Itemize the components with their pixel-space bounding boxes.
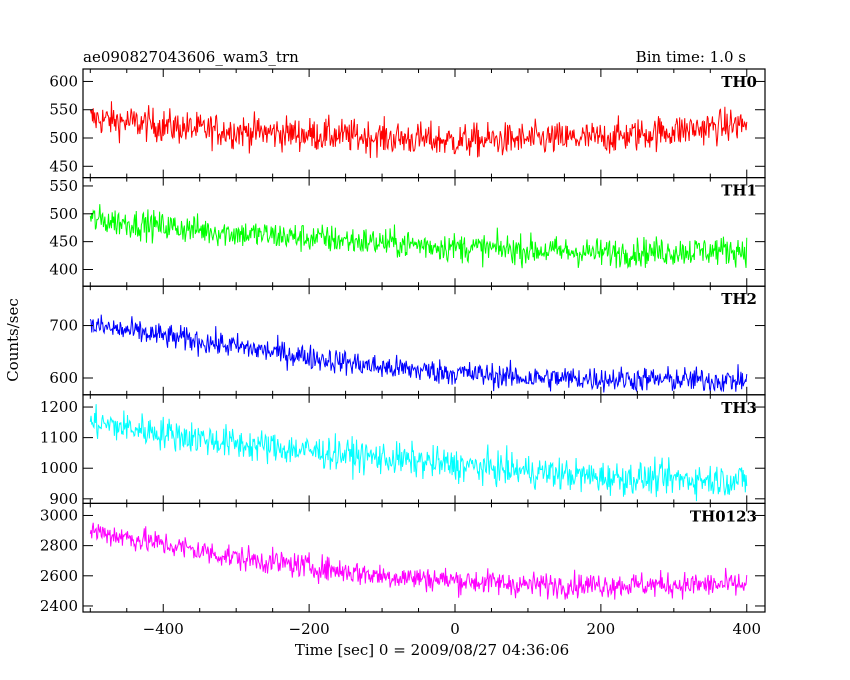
y-tick-label: 1200 bbox=[40, 398, 78, 416]
series-line-th3 bbox=[89, 404, 748, 502]
y-tick-label: 1100 bbox=[40, 429, 78, 447]
y-tick-label: 3000 bbox=[40, 506, 78, 524]
y-tick-label: 500 bbox=[49, 129, 78, 147]
y-axis-label: Counts/sec bbox=[4, 298, 22, 382]
x-tick-label: −200 bbox=[289, 620, 330, 638]
y-tick-label: 2800 bbox=[40, 537, 78, 555]
y-tick-label: 1000 bbox=[40, 459, 78, 477]
panel-frame bbox=[82, 502, 766, 613]
x-axis-label: Time [sec] 0 = 2009/08/27 04:36:06 bbox=[295, 641, 569, 659]
x-tick-label: 0 bbox=[450, 620, 460, 638]
series-line-th2 bbox=[89, 314, 748, 393]
panel-label-th3: TH3 bbox=[721, 399, 757, 417]
panel-frame bbox=[82, 394, 766, 504]
y-tick-label: 450 bbox=[49, 157, 78, 175]
y-tick-label: 700 bbox=[49, 317, 78, 335]
panel-label-th1: TH1 bbox=[721, 182, 757, 200]
y-tick-label: 400 bbox=[49, 260, 78, 278]
chart-title-left: ae090827043606_wam3_trn bbox=[83, 48, 299, 66]
y-tick-label: 500 bbox=[49, 205, 78, 223]
panel-label-th0123: TH0123 bbox=[690, 507, 757, 525]
y-tick-label: 900 bbox=[49, 490, 78, 508]
series-line-th0123 bbox=[89, 522, 748, 600]
y-tick-label: 2400 bbox=[40, 597, 78, 615]
y-tick-label: 450 bbox=[49, 233, 78, 251]
series-line-th0 bbox=[89, 101, 748, 159]
y-tick-label: 550 bbox=[49, 101, 78, 119]
chart-title-right: Bin time: 1.0 s bbox=[636, 48, 746, 66]
x-tick-label: 400 bbox=[732, 620, 761, 638]
x-tick-label: 200 bbox=[587, 620, 616, 638]
x-tick-label: −400 bbox=[143, 620, 184, 638]
y-tick-label: 550 bbox=[49, 177, 78, 195]
y-tick-label: 2600 bbox=[40, 567, 78, 585]
y-tick-label: 600 bbox=[49, 72, 78, 90]
panel-label-th2: TH2 bbox=[721, 290, 757, 308]
series-line-th1 bbox=[89, 204, 748, 269]
panel-frame bbox=[82, 177, 766, 287]
panel-label-th0: TH0 bbox=[721, 73, 757, 91]
panel-frame bbox=[82, 68, 766, 179]
y-tick-label: 600 bbox=[49, 369, 78, 387]
panels-group: 450 500 550 600 TH0 400 450 500 550 TH1 600 700 TH2 9… bbox=[40, 68, 766, 638]
